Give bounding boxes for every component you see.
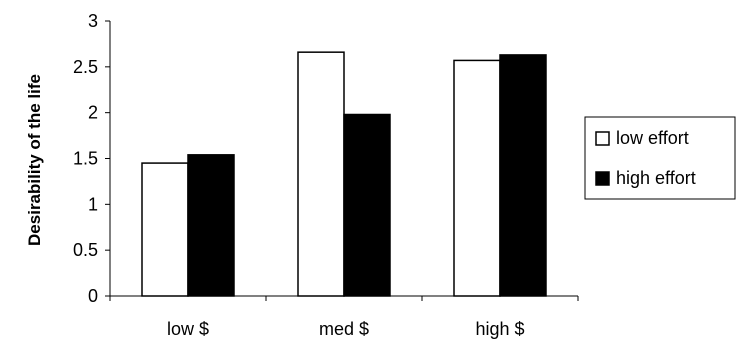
bar-high-effort xyxy=(187,154,235,297)
bar-high-effort xyxy=(499,54,547,297)
legend: low effort high effort xyxy=(584,116,736,200)
legend-label: high effort xyxy=(616,168,696,188)
x-tick-label: high $ xyxy=(475,319,524,339)
y-tick-label: 1 xyxy=(88,194,98,214)
legend-swatch xyxy=(595,171,610,186)
bar-low-effort xyxy=(453,59,501,297)
bar-low-effort xyxy=(297,51,345,297)
y-tick-label: 2.5 xyxy=(73,57,98,77)
y-tick-label: 0.5 xyxy=(73,240,98,260)
y-tick-label: 3 xyxy=(88,11,98,31)
plot-area: 0 0.5 1 1.5 2 2.5 3 low $ med $ high $ xyxy=(73,11,579,339)
y-tick-label: 0 xyxy=(88,286,98,306)
y-axis-title: Desirability of the life xyxy=(25,74,44,246)
bar-high-effort xyxy=(343,113,391,297)
y-tick-label: 1.5 xyxy=(73,149,98,169)
legend-box xyxy=(584,116,736,200)
x-tick-label: med $ xyxy=(319,319,369,339)
bar-low-effort xyxy=(141,162,189,297)
legend-swatch xyxy=(595,131,610,146)
legend-label: low effort xyxy=(616,128,689,148)
x-tick-label: low $ xyxy=(167,319,209,339)
y-tick-label: 2 xyxy=(88,103,98,123)
